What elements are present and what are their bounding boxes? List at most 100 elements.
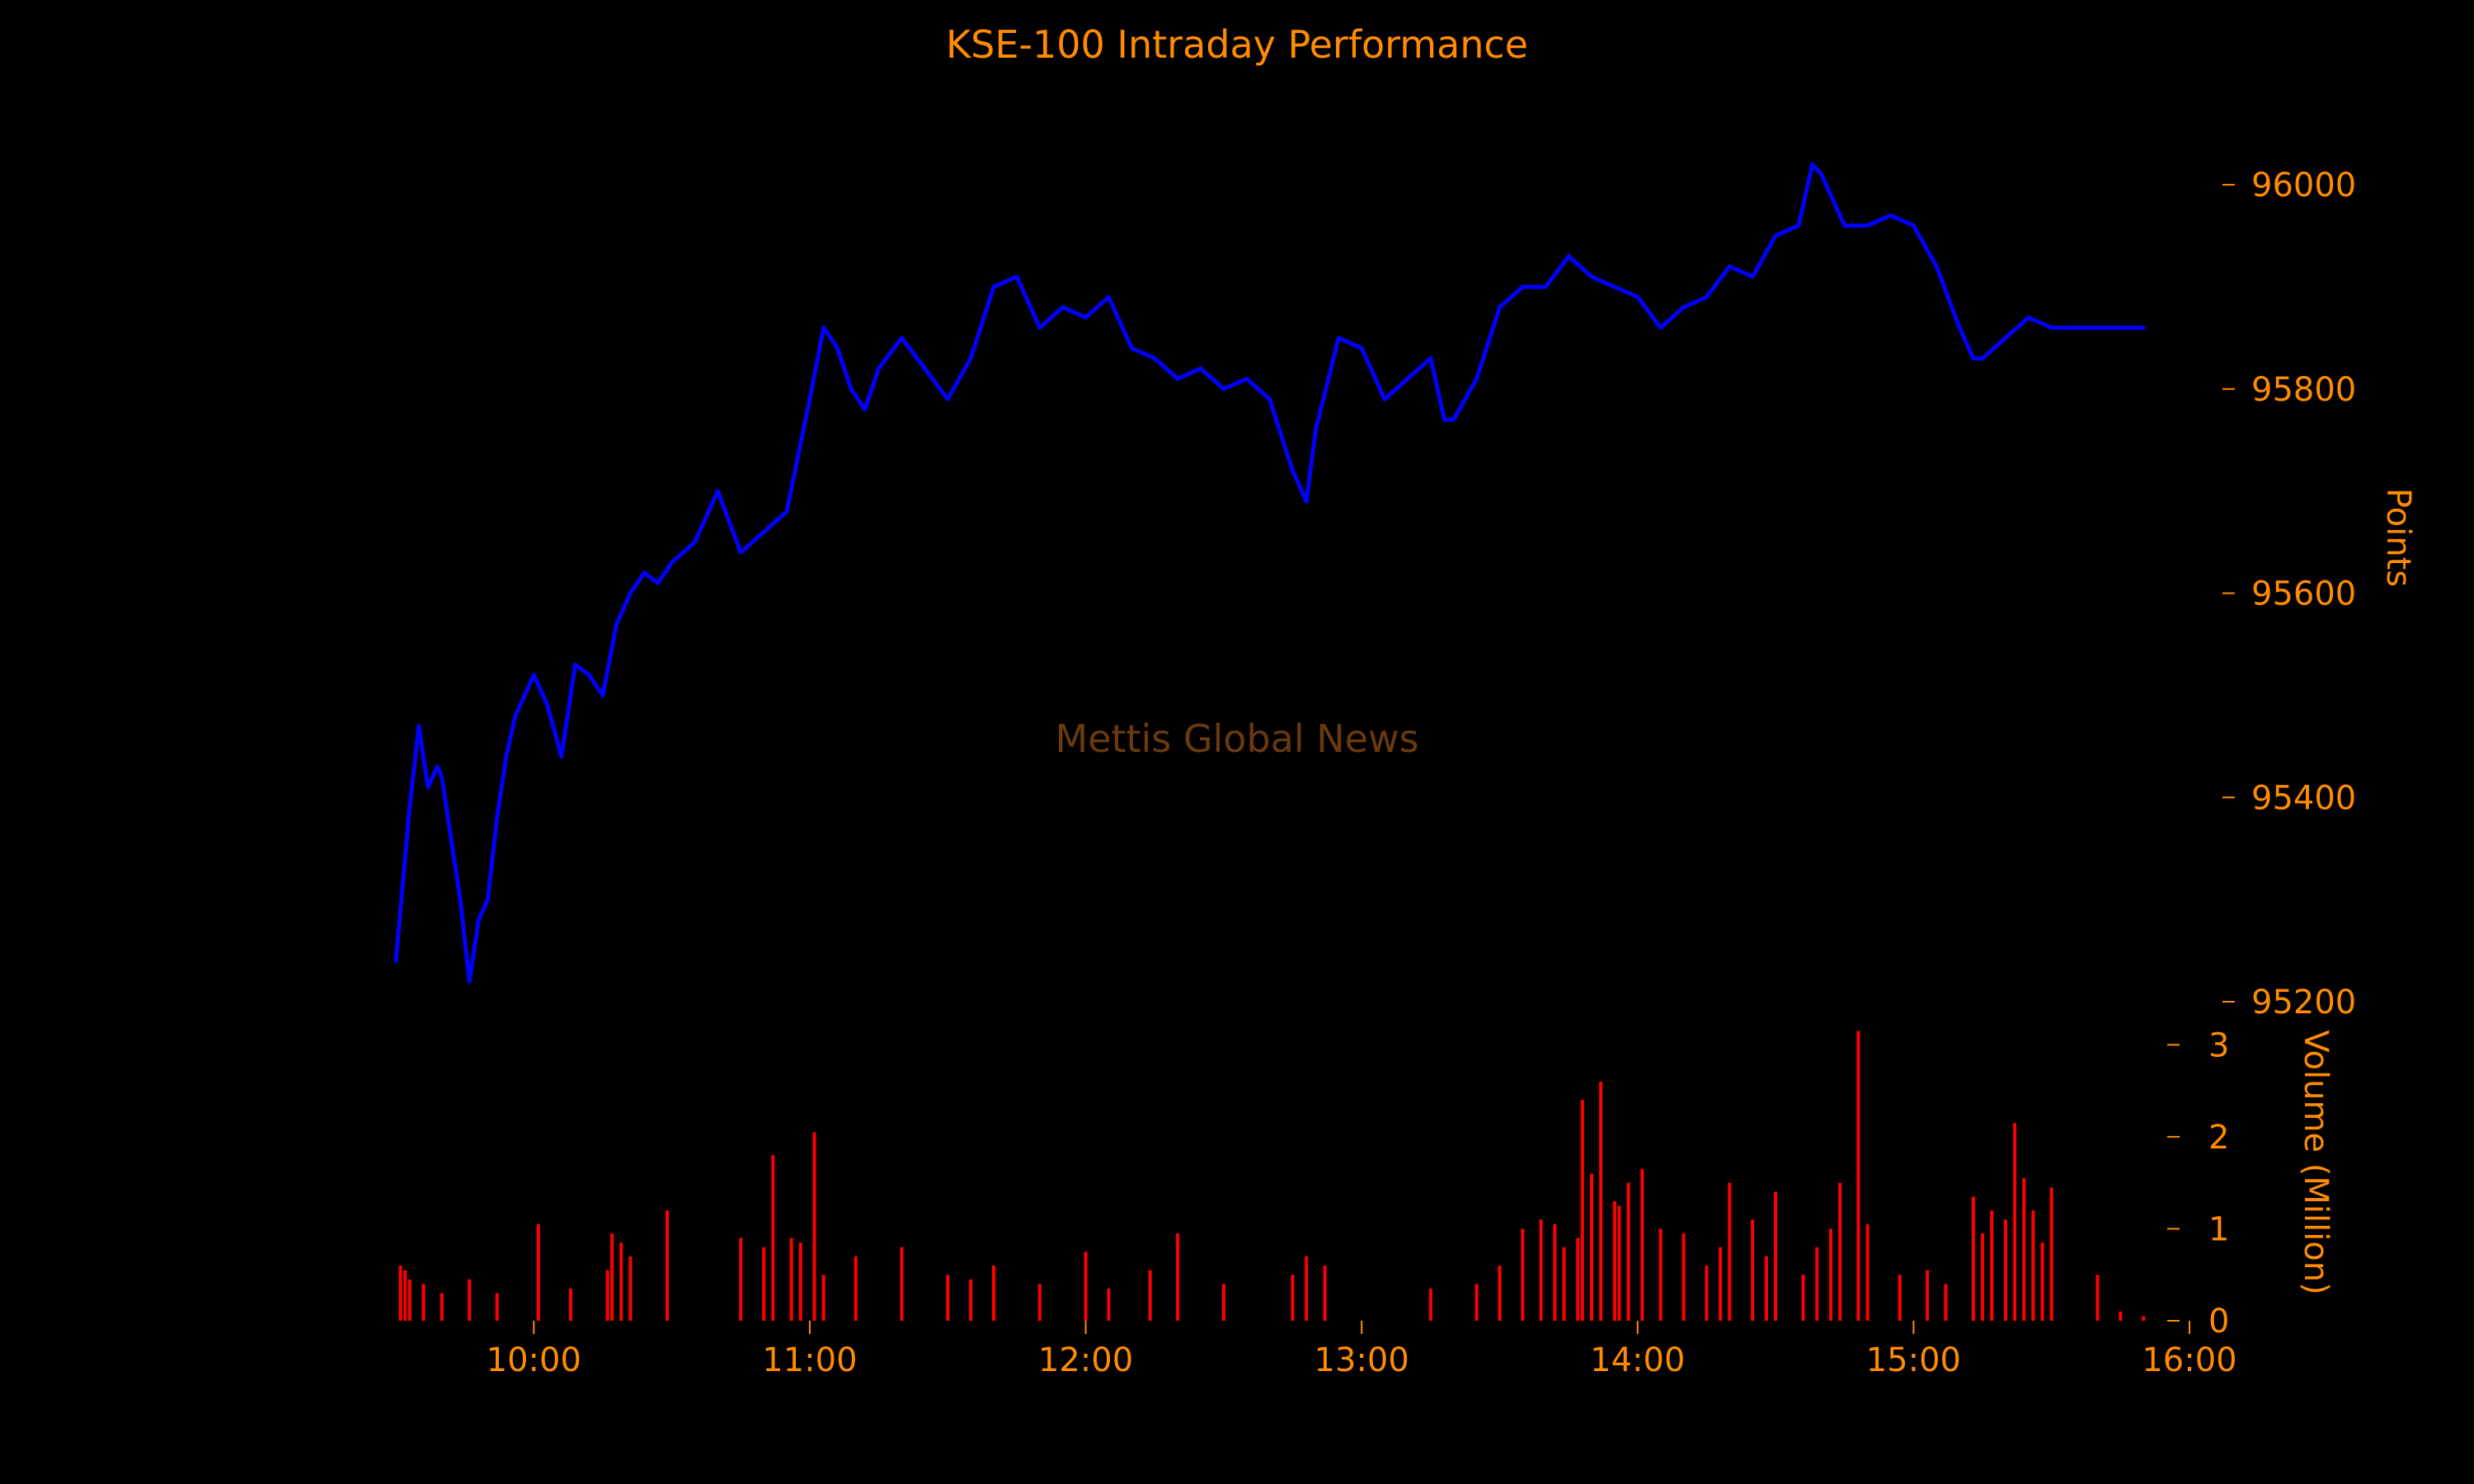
- volume-bar: [2013, 1123, 2017, 1321]
- price-point: [1681, 305, 1686, 310]
- price-point: [1911, 223, 1916, 228]
- price-point: [1612, 284, 1617, 289]
- price-point: [1175, 376, 1180, 381]
- volume-bar: [495, 1293, 499, 1321]
- volume-bar: [1428, 1288, 1432, 1321]
- price-point: [1304, 499, 1309, 504]
- price-point: [2049, 326, 2054, 330]
- price-point: [899, 336, 904, 340]
- chart-title: KSE-100 Intraday Performance: [946, 22, 1528, 67]
- price-line-group: [393, 162, 2146, 984]
- price-tick-label: 95400: [2251, 779, 2356, 817]
- price-point: [1971, 356, 1976, 361]
- volume-bar: [1801, 1275, 1805, 1321]
- volume-bar: [1981, 1233, 1985, 1321]
- volume-bar: [1590, 1173, 1593, 1321]
- price-point: [486, 897, 491, 902]
- price-point: [1382, 397, 1387, 402]
- price-point: [991, 284, 996, 289]
- price-point: [458, 897, 463, 902]
- price-point: [2095, 326, 2100, 330]
- volume-bar: [536, 1223, 540, 1321]
- volume-bar: [1521, 1228, 1525, 1321]
- volume-bar: [605, 1270, 609, 1321]
- volume-bar: [2119, 1311, 2123, 1321]
- price-point: [1750, 275, 1755, 279]
- price-point: [863, 407, 868, 412]
- volume-y-axis: 0 1 2 3: [2167, 1026, 2229, 1341]
- price-point: [1014, 275, 1019, 279]
- price-point: [1037, 326, 1042, 330]
- volume-bar: [610, 1233, 614, 1321]
- price-point: [1106, 294, 1111, 299]
- volume-bar: [992, 1266, 995, 1321]
- price-point: [1819, 172, 1824, 177]
- price-point: [559, 754, 564, 759]
- volume-bar: [1658, 1228, 1663, 1321]
- price-point: [1704, 294, 1709, 299]
- volume-bar: [1084, 1252, 1088, 1321]
- volume-bar: [1498, 1266, 1502, 1321]
- volume-bar: [900, 1247, 904, 1321]
- price-tick-label: 95600: [2251, 575, 2356, 613]
- price-point: [614, 622, 619, 627]
- volume-bar: [468, 1279, 472, 1321]
- price-point: [1810, 162, 1815, 167]
- price-point: [1268, 397, 1272, 402]
- volume-bar: [946, 1275, 950, 1321]
- price-point: [1428, 356, 1433, 361]
- price-point: [573, 662, 577, 667]
- volume-bar: [1829, 1228, 1832, 1321]
- x-tick-label: 15:00: [1866, 1341, 1961, 1379]
- volume-bar: [1305, 1256, 1309, 1321]
- volume-bar: [798, 1242, 802, 1321]
- volume-bar: [1323, 1266, 1327, 1321]
- volume-bar: [568, 1288, 572, 1321]
- volume-bar: [789, 1237, 793, 1321]
- volume-bar: [771, 1155, 775, 1321]
- volume-bar: [1107, 1288, 1111, 1321]
- volume-tick-label: 2: [2208, 1119, 2229, 1157]
- price-point: [2141, 326, 2146, 330]
- price-tick-label: 96000: [2251, 167, 2356, 204]
- price-point: [440, 775, 444, 779]
- volume-bar: [2095, 1275, 2100, 1321]
- price-point: [807, 397, 812, 402]
- price-point: [1291, 468, 1295, 473]
- volume-bar: [1898, 1275, 1902, 1321]
- price-point: [1221, 387, 1226, 392]
- volume-bar: [1037, 1284, 1042, 1321]
- price-point: [476, 918, 481, 923]
- price-point: [1773, 233, 1778, 238]
- volume-bar: [1562, 1247, 1566, 1321]
- volume-bar: [440, 1293, 444, 1321]
- volume-bar: [1576, 1237, 1580, 1321]
- volume-bar: [1640, 1168, 1644, 1321]
- price-point: [1129, 345, 1134, 350]
- volume-bars: [398, 1031, 2146, 1321]
- price-point: [1061, 305, 1065, 310]
- price-point: [495, 815, 500, 820]
- price-point: [693, 540, 697, 545]
- price-point: [522, 693, 527, 697]
- price-point: [1980, 356, 1985, 361]
- price-point: [1359, 345, 1364, 350]
- price-point: [1589, 275, 1594, 279]
- volume-bar: [1539, 1219, 1543, 1321]
- price-point: [849, 387, 854, 392]
- volume-bar: [1176, 1233, 1180, 1321]
- price-point: [877, 366, 882, 371]
- volume-bar: [1719, 1247, 1723, 1321]
- volume-bar: [1971, 1196, 1975, 1321]
- volume-bar: [1475, 1284, 1479, 1321]
- price-axis-label: Points: [2379, 488, 2417, 587]
- x-axis: 10:00 11:00 12:00 13:00 14:00 15:00 16:00: [487, 1321, 2237, 1379]
- volume-bar: [403, 1270, 407, 1321]
- x-tick-label: 10:00: [487, 1341, 581, 1379]
- volume-axis-label: Volume (Million): [2297, 1030, 2335, 1294]
- volume-tick-label: 1: [2208, 1210, 2229, 1248]
- price-point: [1566, 254, 1571, 259]
- price-point: [1934, 264, 1939, 269]
